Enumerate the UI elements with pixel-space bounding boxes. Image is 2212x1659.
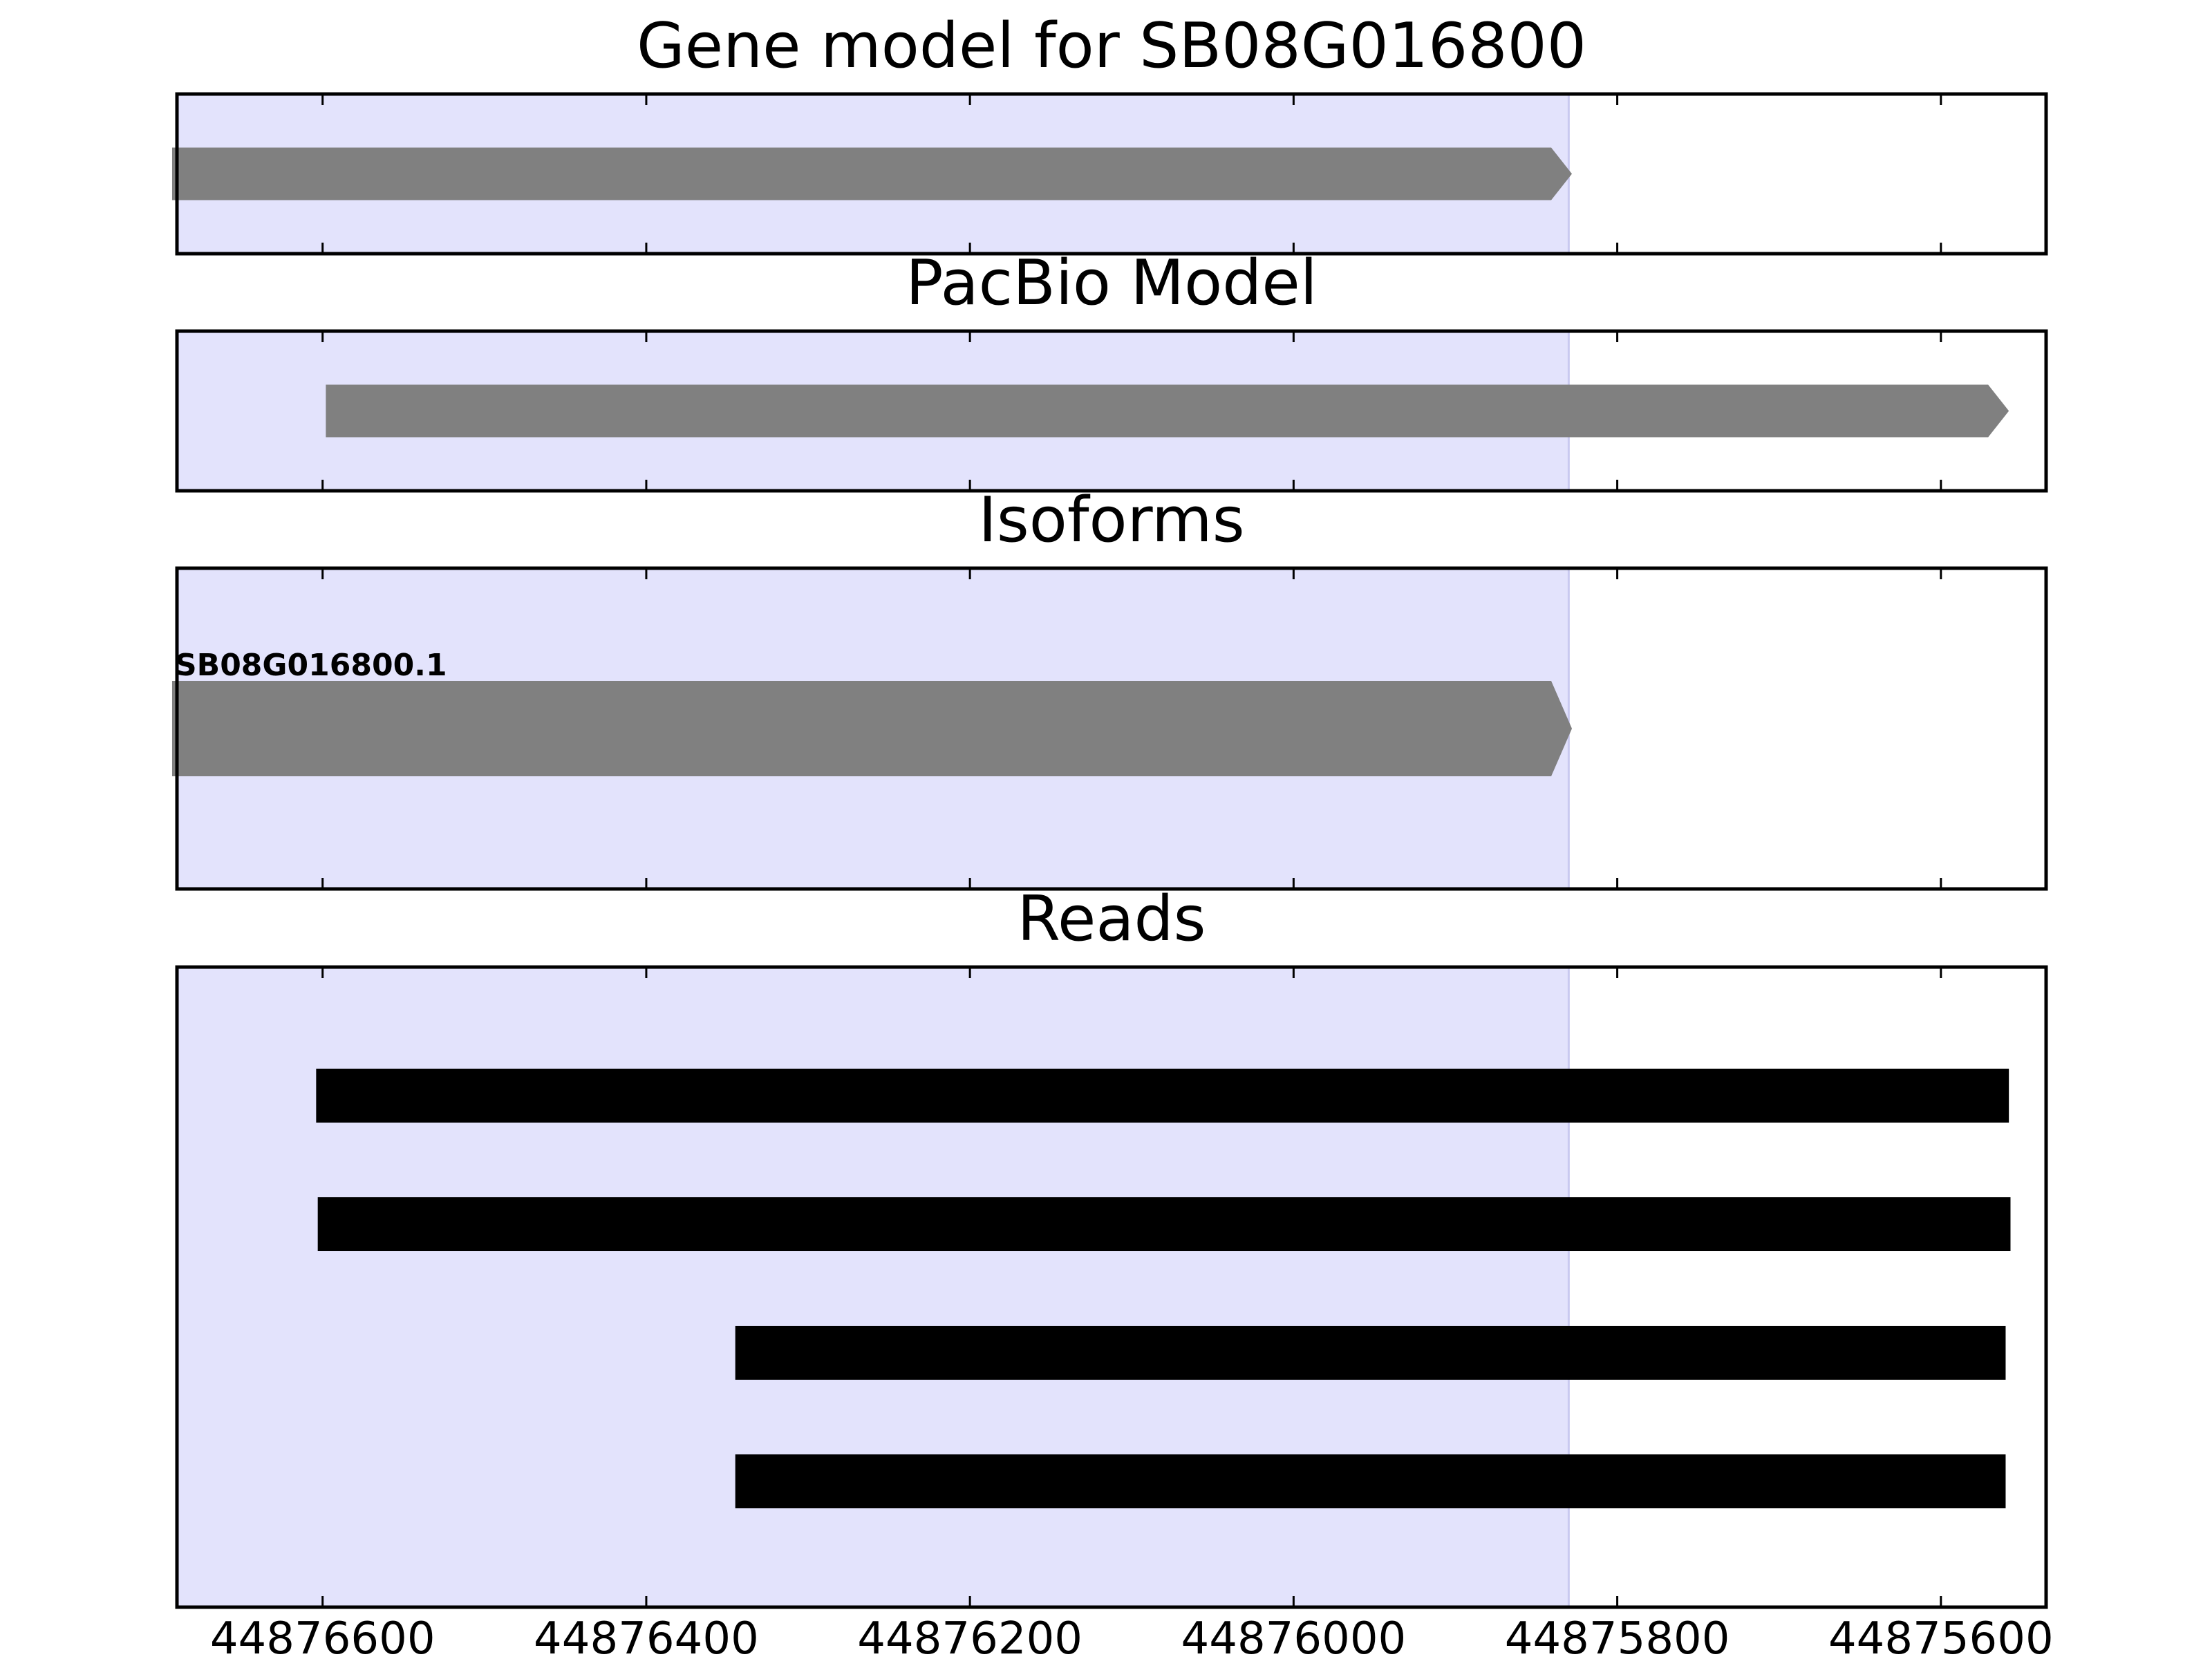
- x-tick-label: 44875800: [1505, 1613, 1730, 1659]
- x-tick-label: 44876600: [210, 1613, 435, 1659]
- panel-frame: [175, 329, 2048, 493]
- read-bar: [735, 1454, 2006, 1508]
- x-tick-label: 44876000: [1181, 1613, 1407, 1659]
- panel-title: Gene model for SB08G016800: [637, 10, 1586, 82]
- x-tick-label: 44876400: [534, 1613, 759, 1659]
- panel-title: Isoforms: [978, 484, 1244, 556]
- x-tick-label: 44875600: [1828, 1613, 2054, 1659]
- panel-frame: [175, 566, 2048, 891]
- x-tick-label: 44876200: [857, 1613, 1082, 1659]
- read-bar: [316, 1069, 2009, 1123]
- read-bar: [735, 1326, 2006, 1380]
- gene-feature-bar: [171, 147, 1573, 200]
- panel-title: PacBio Model: [906, 247, 1318, 319]
- isoforms-feature-bar: [171, 681, 1573, 776]
- panel-title: Reads: [1017, 883, 1206, 955]
- panel-frame: [175, 965, 2048, 1609]
- highlight-region: [177, 967, 1569, 1607]
- pacbio-feature-bar: [326, 384, 2009, 438]
- read-bar: [317, 1197, 2011, 1251]
- isoform-label: SB08G016800.1: [175, 648, 447, 683]
- panel-frame: [175, 92, 2048, 256]
